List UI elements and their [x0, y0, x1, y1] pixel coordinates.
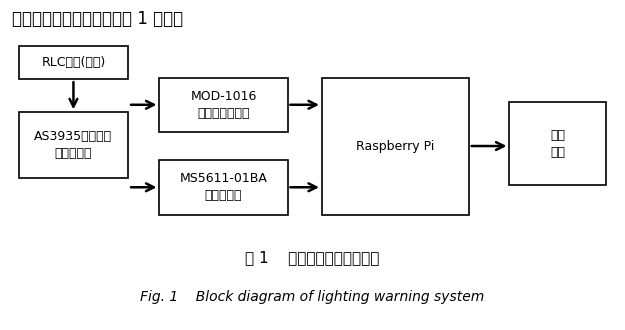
Bar	[19, 112, 128, 178]
Text: Raspberry Pi: Raspberry Pi	[356, 140, 434, 152]
Text: AS3935富兰克林
闪电传感器: AS3935富兰克林 闪电传感器	[34, 130, 112, 160]
Text: 显示
系统: 显示 系统	[551, 129, 566, 158]
Text: RLC电路(天线): RLC电路(天线)	[41, 56, 106, 69]
Text: 雷电预警系统原理框图如图 1 所示。: 雷电预警系统原理框图如图 1 所示。	[12, 10, 184, 28]
Bar	[159, 160, 288, 214]
Text: MS5611-01BA
气压传感器: MS5611-01BA 气压传感器	[179, 172, 268, 202]
Bar	[509, 102, 606, 185]
Bar	[322, 78, 469, 214]
Text: MOD-1016
闪电传感器模块: MOD-1016 闪电传感器模块	[190, 90, 257, 120]
Bar	[19, 46, 128, 79]
Bar	[159, 78, 288, 132]
Text: Fig. 1    Block diagram of lighting warning system: Fig. 1 Block diagram of lighting warning…	[141, 290, 484, 304]
Text: 图 1    雷电预警系统原理框图: 图 1 雷电预警系统原理框图	[245, 250, 380, 265]
